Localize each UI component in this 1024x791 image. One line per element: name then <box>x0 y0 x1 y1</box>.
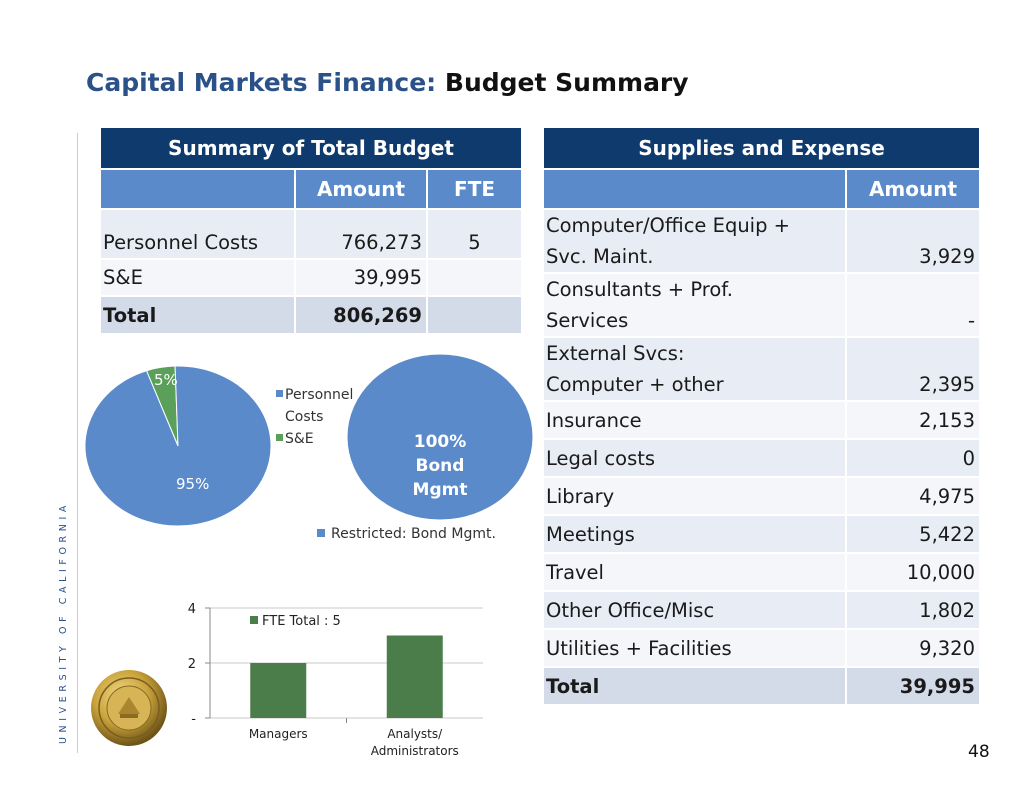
row-label-line1: External Svcs: <box>546 342 685 365</box>
row-label: Other Office/Misc <box>542 590 847 630</box>
table-row: Meetings 5,422 <box>542 514 981 554</box>
row-label: Personnel Costs <box>99 208 296 260</box>
page-title: Capital Markets Finance: Budget Summary <box>86 68 689 97</box>
row-label: Travel <box>542 552 847 592</box>
legend-label: Personnel <box>285 387 353 403</box>
university-seal-icon <box>91 670 167 746</box>
summary-table-heading: Summary of Total Budget <box>98 126 524 170</box>
row-label-line2: Computer + other <box>546 373 724 396</box>
total-amount: 806,269 <box>294 295 428 335</box>
row-label: Meetings <box>542 514 847 554</box>
row-amount: 39,995 <box>294 258 428 297</box>
legend-label: FTE Total : 5 <box>262 614 341 629</box>
bar <box>386 635 443 718</box>
x-tick-label: Managers <box>249 727 308 741</box>
total-row: Total 39,995 <box>542 666 981 706</box>
x-tick-label: Administrators <box>371 744 459 758</box>
row-label: Library <box>542 476 847 516</box>
supplies-table-heading: Supplies and Expense <box>542 126 981 170</box>
pie-data-label: 5% <box>154 371 178 389</box>
row-amount: 3,929 <box>845 208 981 274</box>
pie-data-label: Mgmt <box>413 480 468 500</box>
pie-data-label: 95% <box>176 475 209 493</box>
table-row: Insurance 2,153 <box>542 400 981 440</box>
total-fte <box>425 295 524 335</box>
row-label: Computer/Office Equip + Svc. Maint. <box>542 208 847 274</box>
vertical-divider <box>77 133 78 753</box>
pie-slice-0 <box>84 365 272 527</box>
budget-pie-chart: 5% 95% Personnel Costs S&E <box>84 365 353 527</box>
y-tick-label: - <box>191 712 196 727</box>
row-amount: 10,000 <box>845 552 981 592</box>
y-tick-label: 2 <box>188 657 196 672</box>
row-label-line1: Consultants + Prof. <box>546 278 733 301</box>
table-row: External Svcs: Computer + other 2,395 <box>542 336 981 402</box>
table-row: Consultants + Prof. Services - <box>542 272 981 338</box>
bar <box>250 663 307 718</box>
pie-data-label: 100% <box>414 432 467 452</box>
pie-slice-0 <box>346 353 534 521</box>
summary-col-fte: FTE <box>425 168 524 210</box>
row-amount: - <box>845 272 981 338</box>
title-main: Budget Summary <box>444 68 689 97</box>
row-fte <box>425 258 524 297</box>
row-amount: 2,153 <box>845 400 981 440</box>
supplies-col-amount: Amount <box>845 168 981 210</box>
title-prefix: Capital Markets Finance: <box>86 68 437 97</box>
summary-table: Summary of Total Budget Amount FTE Perso… <box>98 126 524 335</box>
summary-col-label <box>99 168 296 210</box>
summary-col-amount: Amount <box>294 168 428 210</box>
legend-label: S&E <box>285 431 314 447</box>
row-label: Insurance <box>542 400 847 440</box>
university-text: UNIVERSITY OF CALIFORNIA <box>58 501 69 744</box>
row-label: External Svcs: Computer + other <box>542 336 847 402</box>
total-amount: 39,995 <box>845 666 981 706</box>
row-amount: 9,320 <box>845 628 981 668</box>
pie-data-label: Bond <box>416 456 465 476</box>
table-row: Legal costs 0 <box>542 438 981 478</box>
row-fte: 5 <box>425 208 524 260</box>
row-label-line1: Computer/Office Equip + <box>546 214 791 237</box>
total-label: Total <box>99 295 296 335</box>
x-tick-label: Analysts/ <box>387 727 443 741</box>
row-amount: 2,395 <box>845 336 981 402</box>
legend-label: Costs <box>285 409 323 425</box>
table-row: S&E 39,995 <box>99 258 524 297</box>
y-tick-label: 4 <box>188 602 196 617</box>
row-label: S&E <box>99 258 296 297</box>
table-row: Personnel Costs 766,273 5 <box>99 208 524 260</box>
supplies-table: Supplies and Expense Amount Computer/Off… <box>542 126 981 706</box>
row-amount: 4,975 <box>845 476 981 516</box>
table-row: Library 4,975 <box>542 476 981 516</box>
legend-swatch <box>276 434 283 441</box>
table-row: Travel 10,000 <box>542 552 981 592</box>
row-amount: 0 <box>845 438 981 478</box>
bond-pie-chart: 100% Bond Mgmt Restricted: Bond Mgmt. <box>317 353 534 542</box>
table-row: Other Office/Misc 1,802 <box>542 590 981 630</box>
total-label: Total <box>542 666 847 706</box>
row-label-line2: Services <box>546 309 629 332</box>
row-label: Legal costs <box>542 438 847 478</box>
table-row: Utilities + Facilities 9,320 <box>542 628 981 668</box>
row-amount: 5,422 <box>845 514 981 554</box>
table-row: Computer/Office Equip + Svc. Maint. 3,92… <box>542 208 981 274</box>
supplies-col-label <box>542 168 847 210</box>
legend-swatch <box>317 529 325 537</box>
legend-swatch <box>250 616 258 624</box>
row-label-line2: Svc. Maint. <box>546 245 654 268</box>
row-amount: 1,802 <box>845 590 981 630</box>
row-amount: 766,273 <box>294 208 428 260</box>
fte-bar-chart: - 2 4 Managers Analysts/Administrators FTE To… <box>188 602 483 758</box>
total-row: Total 806,269 <box>99 295 524 335</box>
legend-swatch <box>276 390 283 397</box>
page-number: 48 <box>968 742 990 762</box>
legend-label: Restricted: Bond Mgmt. <box>331 526 496 542</box>
row-label: Utilities + Facilities <box>542 628 847 668</box>
row-label: Consultants + Prof. Services <box>542 272 847 338</box>
